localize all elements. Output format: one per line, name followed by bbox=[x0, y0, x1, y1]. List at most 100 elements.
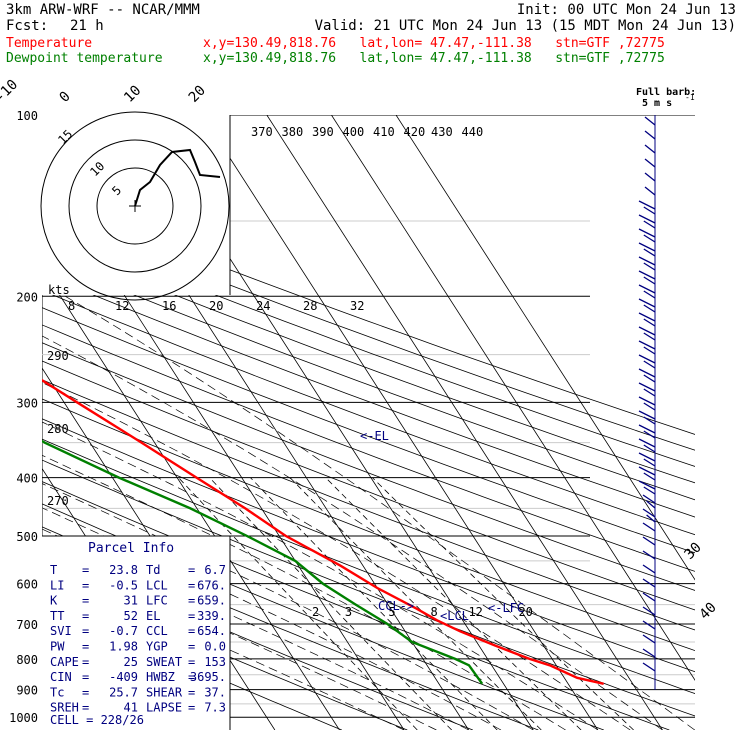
dry-adiabat-line bbox=[42, 418, 695, 673]
parcel-param-value: 659. bbox=[197, 594, 226, 608]
parcel-param-name: LFC bbox=[146, 594, 168, 608]
wind-barb bbox=[638, 396, 656, 406]
parcel-equals: = bbox=[82, 701, 89, 715]
parcel-param-name: SVI bbox=[50, 624, 72, 638]
theta-e-label: 380 bbox=[282, 125, 304, 139]
wind-barb bbox=[646, 500, 656, 509]
wind-barb bbox=[638, 242, 656, 252]
parcel-param-value: 6.7 bbox=[204, 563, 226, 577]
forecast-label: Fcst: bbox=[6, 18, 49, 34]
parcel-param-value: 41 bbox=[124, 701, 138, 715]
temperature-profile bbox=[42, 378, 604, 685]
wind-barb bbox=[638, 284, 656, 294]
init-time: Init: 00 UTC Mon 24 Jun 13 bbox=[516, 2, 736, 18]
wind-barb bbox=[638, 298, 656, 308]
isotherm-label: 40 bbox=[697, 600, 720, 623]
parcel-param-name: T bbox=[50, 563, 57, 577]
parcel-param-name: SREH bbox=[50, 701, 79, 715]
isotherm-line bbox=[331, 115, 695, 681]
wind-barb bbox=[642, 592, 656, 602]
isotherm-label: 0 bbox=[57, 89, 74, 106]
parcel-param-name: LCL bbox=[146, 578, 168, 592]
wind-barb bbox=[644, 130, 656, 140]
wind-barb bbox=[643, 346, 656, 355]
parcel-param-name: CIN bbox=[50, 670, 72, 684]
parcel-info-title: Parcel Info bbox=[88, 541, 174, 556]
wind-barb bbox=[644, 144, 656, 154]
moist-adiabat-line bbox=[65, 295, 695, 730]
isotherm-line bbox=[42, 266, 340, 730]
parcel-equals: = bbox=[188, 563, 195, 577]
isotherm-line bbox=[395, 115, 695, 581]
barb-legend-unit: -1 bbox=[685, 93, 695, 102]
hodograph-speed-label: 8 bbox=[68, 299, 75, 313]
dry-adiabat-line bbox=[42, 241, 695, 484]
moist-adiabat-line bbox=[42, 454, 566, 730]
wind-barb bbox=[638, 256, 656, 266]
mixing-ratio-label: 5 bbox=[388, 605, 395, 619]
dry-adiabat-line bbox=[42, 257, 695, 501]
parcel-equals: = bbox=[82, 685, 89, 699]
wind-barb bbox=[642, 634, 656, 644]
wind-barb bbox=[643, 444, 656, 453]
parcel-param-value: 1.98 bbox=[109, 640, 138, 654]
parcel-equals: = bbox=[188, 594, 195, 608]
parcel-equals: = bbox=[82, 655, 89, 669]
isotherm-label: 30 bbox=[682, 540, 705, 563]
wind-barb bbox=[638, 200, 656, 210]
parcel-param-value: -409 bbox=[109, 670, 138, 684]
parcel-equals: = bbox=[188, 670, 195, 684]
ccl-annotation: CCL-> bbox=[378, 599, 414, 613]
parcel-equals: = bbox=[188, 624, 195, 638]
parcel-param-value: 37. bbox=[204, 685, 226, 699]
parcel-param-value: 654. bbox=[197, 624, 226, 638]
pressure-tick-label: 400 bbox=[16, 472, 38, 486]
mixing-ratio-label: 2 bbox=[312, 605, 319, 619]
parcel-param-value: 25 bbox=[124, 655, 138, 669]
parcel-param-name: LAPSE bbox=[146, 701, 182, 715]
wind-barb bbox=[642, 662, 656, 672]
dry-adiabat-line bbox=[42, 273, 695, 518]
theta-e-label: 410 bbox=[373, 125, 395, 139]
wind-barb bbox=[638, 312, 656, 322]
pressure-tick-label: 600 bbox=[16, 578, 38, 592]
dry-adiabat-line bbox=[42, 210, 695, 451]
parcel-param-value: 676. bbox=[197, 578, 226, 592]
wind-barb bbox=[643, 276, 656, 285]
wind-barb bbox=[638, 270, 656, 280]
wind-barb bbox=[643, 220, 656, 229]
parcel-param-name: TT bbox=[50, 609, 64, 623]
hodograph-ring bbox=[40, 111, 230, 301]
wind-barb bbox=[643, 206, 656, 215]
lfc-annotation: <-LFC bbox=[488, 601, 524, 615]
parcel-param-value: 31 bbox=[124, 594, 138, 608]
wind-barb bbox=[638, 340, 656, 350]
valid-time: Valid: 21 UTC Mon 24 Jun 13 (15 MDT Mon … bbox=[314, 18, 736, 34]
dry-adiabat-line bbox=[42, 360, 695, 611]
hodograph-speed-label: 32 bbox=[350, 299, 364, 313]
isotherm-line bbox=[201, 115, 599, 730]
wind-barb bbox=[643, 458, 656, 467]
wind-barb bbox=[638, 228, 656, 238]
parcel-param-value: 153 bbox=[204, 655, 226, 669]
isotherm-line bbox=[0, 115, 16, 730]
parcel-param-name: CCL bbox=[146, 624, 168, 638]
pressure-tick-label: 100 bbox=[16, 109, 38, 123]
moist-adiabat-line bbox=[42, 483, 534, 730]
parcel-param-name: YGP bbox=[146, 640, 168, 654]
wind-barb bbox=[638, 466, 656, 476]
parcel-equals: = bbox=[82, 670, 89, 684]
dry-adiabat-line bbox=[42, 459, 695, 717]
wind-barb bbox=[644, 116, 656, 126]
parcel-info-box bbox=[42, 536, 230, 730]
dry-adiabat-line bbox=[42, 307, 695, 554]
wind-barb bbox=[646, 514, 656, 523]
wind-barb bbox=[642, 606, 656, 616]
wind-barb bbox=[642, 620, 656, 630]
wind-barb bbox=[642, 494, 656, 504]
wind-barb bbox=[638, 438, 656, 448]
wind-barb bbox=[643, 360, 656, 369]
mixing-ratio-line bbox=[289, 477, 542, 730]
dry-adiabat-line bbox=[42, 379, 695, 631]
